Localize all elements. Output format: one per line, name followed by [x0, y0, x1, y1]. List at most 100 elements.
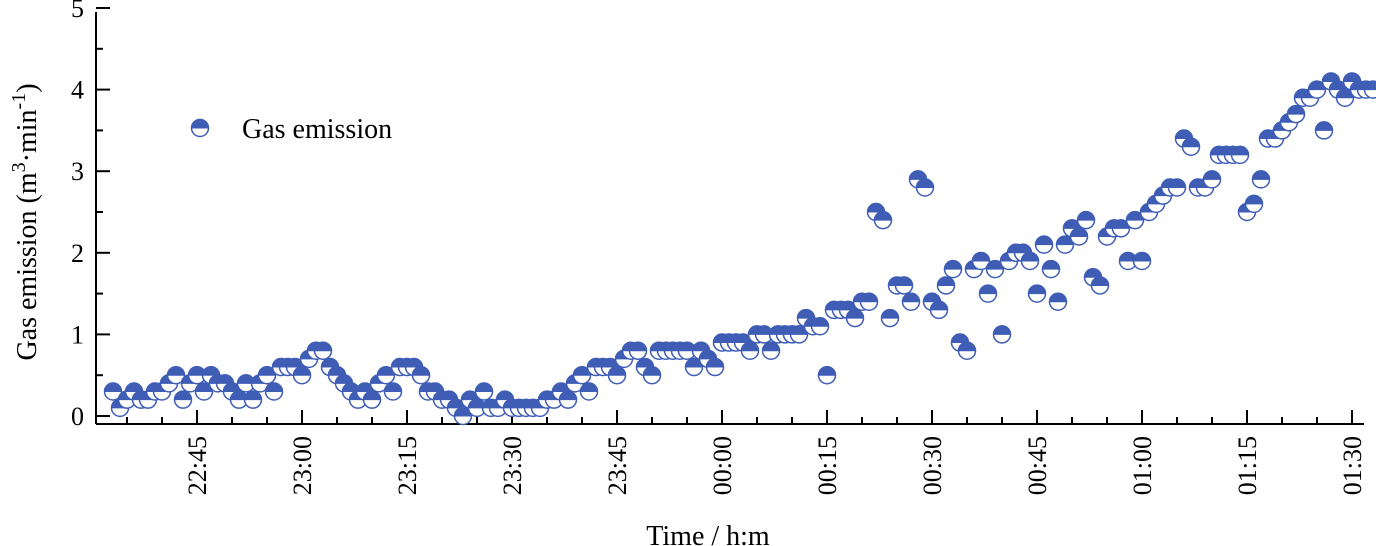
marker-top — [943, 260, 963, 270]
data-point — [1090, 276, 1110, 295]
marker-top — [166, 366, 186, 376]
data-point — [789, 325, 809, 344]
marker-top — [124, 382, 144, 393]
x-tick-label: 00:15 — [813, 436, 842, 495]
marker-top — [173, 390, 193, 401]
data-point — [957, 341, 977, 360]
marker-top — [190, 119, 210, 129]
data-point — [453, 406, 473, 426]
data-point — [1125, 210, 1145, 230]
x-tick-label: 00:00 — [708, 436, 737, 495]
marker-top — [1286, 105, 1306, 115]
data-point — [1363, 80, 1376, 99]
data-point — [425, 382, 445, 401]
marker-top — [1202, 170, 1222, 180]
data-point — [1020, 251, 1040, 271]
data-point — [1013, 243, 1033, 263]
legend-marker-symbol — [190, 118, 210, 138]
marker-top — [558, 390, 578, 401]
data-point — [936, 276, 956, 295]
marker-top — [894, 276, 914, 286]
marker-top — [950, 333, 970, 344]
legend-marker — [190, 118, 210, 138]
data-point — [1034, 235, 1054, 254]
marker-top — [1244, 194, 1264, 205]
data-point — [978, 284, 998, 303]
marker-top — [292, 366, 312, 376]
marker-top — [1314, 121, 1334, 131]
marker-top — [866, 203, 886, 213]
data-point — [705, 357, 725, 377]
data-point — [292, 365, 312, 385]
data-point — [1307, 80, 1327, 99]
data-point — [901, 292, 921, 312]
y-tick-label: 4 — [71, 76, 84, 105]
y-tick-label: 2 — [71, 239, 84, 268]
x-tick-label: 23:45 — [603, 436, 632, 495]
x-tick-label: 00:45 — [1023, 436, 1052, 495]
data-point — [880, 308, 900, 328]
data-point — [1251, 170, 1271, 189]
data-point — [607, 365, 627, 385]
marker-top — [1181, 137, 1201, 148]
data-point — [411, 365, 431, 385]
data-point — [929, 300, 949, 320]
marker-top — [1174, 129, 1194, 140]
marker-top — [1090, 276, 1110, 286]
marker-top — [607, 366, 627, 376]
marker-top — [628, 341, 648, 352]
data-point — [572, 365, 592, 385]
data-point — [1055, 235, 1075, 254]
marker-top — [1230, 145, 1250, 156]
marker-top — [915, 178, 935, 189]
marker-top — [362, 390, 382, 401]
data-points — [103, 72, 1376, 426]
legend: Gas emission — [190, 114, 392, 145]
y-tick-label: 5 — [71, 0, 84, 23]
y-axis-title-part-3: ) — [12, 83, 43, 92]
data-point — [264, 382, 284, 401]
data-point — [313, 341, 333, 360]
x-axis-title: Time / h:m — [646, 521, 770, 546]
y-tick-label: 3 — [71, 157, 84, 186]
marker-top — [1076, 211, 1096, 221]
data-point — [1230, 145, 1250, 165]
data-point — [1244, 194, 1264, 214]
y-axis-title-sup-2: -1 — [8, 93, 30, 110]
data-point — [817, 365, 837, 385]
marker-top — [873, 211, 893, 221]
marker-top — [383, 382, 403, 393]
y-axis-title: Gas emission (m3·min-1) — [8, 83, 43, 360]
data-point — [1167, 178, 1187, 197]
data-point — [684, 357, 704, 377]
marker-top — [1069, 227, 1089, 237]
marker-top — [1251, 170, 1271, 180]
x-tick-label: 23:30 — [498, 436, 527, 495]
y-tick-label: 0 — [71, 402, 84, 431]
marker-top — [1041, 260, 1061, 270]
data-point — [1132, 251, 1152, 271]
data-point — [1041, 259, 1061, 279]
marker-top — [971, 252, 991, 262]
x-tick-label: 00:30 — [918, 436, 947, 495]
x-tick-label: 23:00 — [288, 436, 317, 495]
data-point — [859, 292, 879, 312]
x-tick-label: 23:15 — [393, 436, 422, 495]
marker-top — [1321, 72, 1341, 82]
data-point — [1202, 170, 1222, 189]
y-axis-title-sup-1: 3 — [8, 162, 30, 172]
marker-top — [992, 325, 1012, 335]
marker-top — [936, 276, 956, 286]
marker-top — [1342, 72, 1362, 82]
data-point — [1111, 219, 1131, 238]
data-point — [173, 390, 193, 409]
marker-top — [761, 341, 781, 352]
data-point — [243, 390, 263, 409]
data-point — [474, 382, 494, 401]
marker-top — [978, 284, 998, 295]
marker-top — [929, 301, 949, 311]
marker-top — [740, 341, 760, 352]
data-point — [1048, 292, 1068, 312]
